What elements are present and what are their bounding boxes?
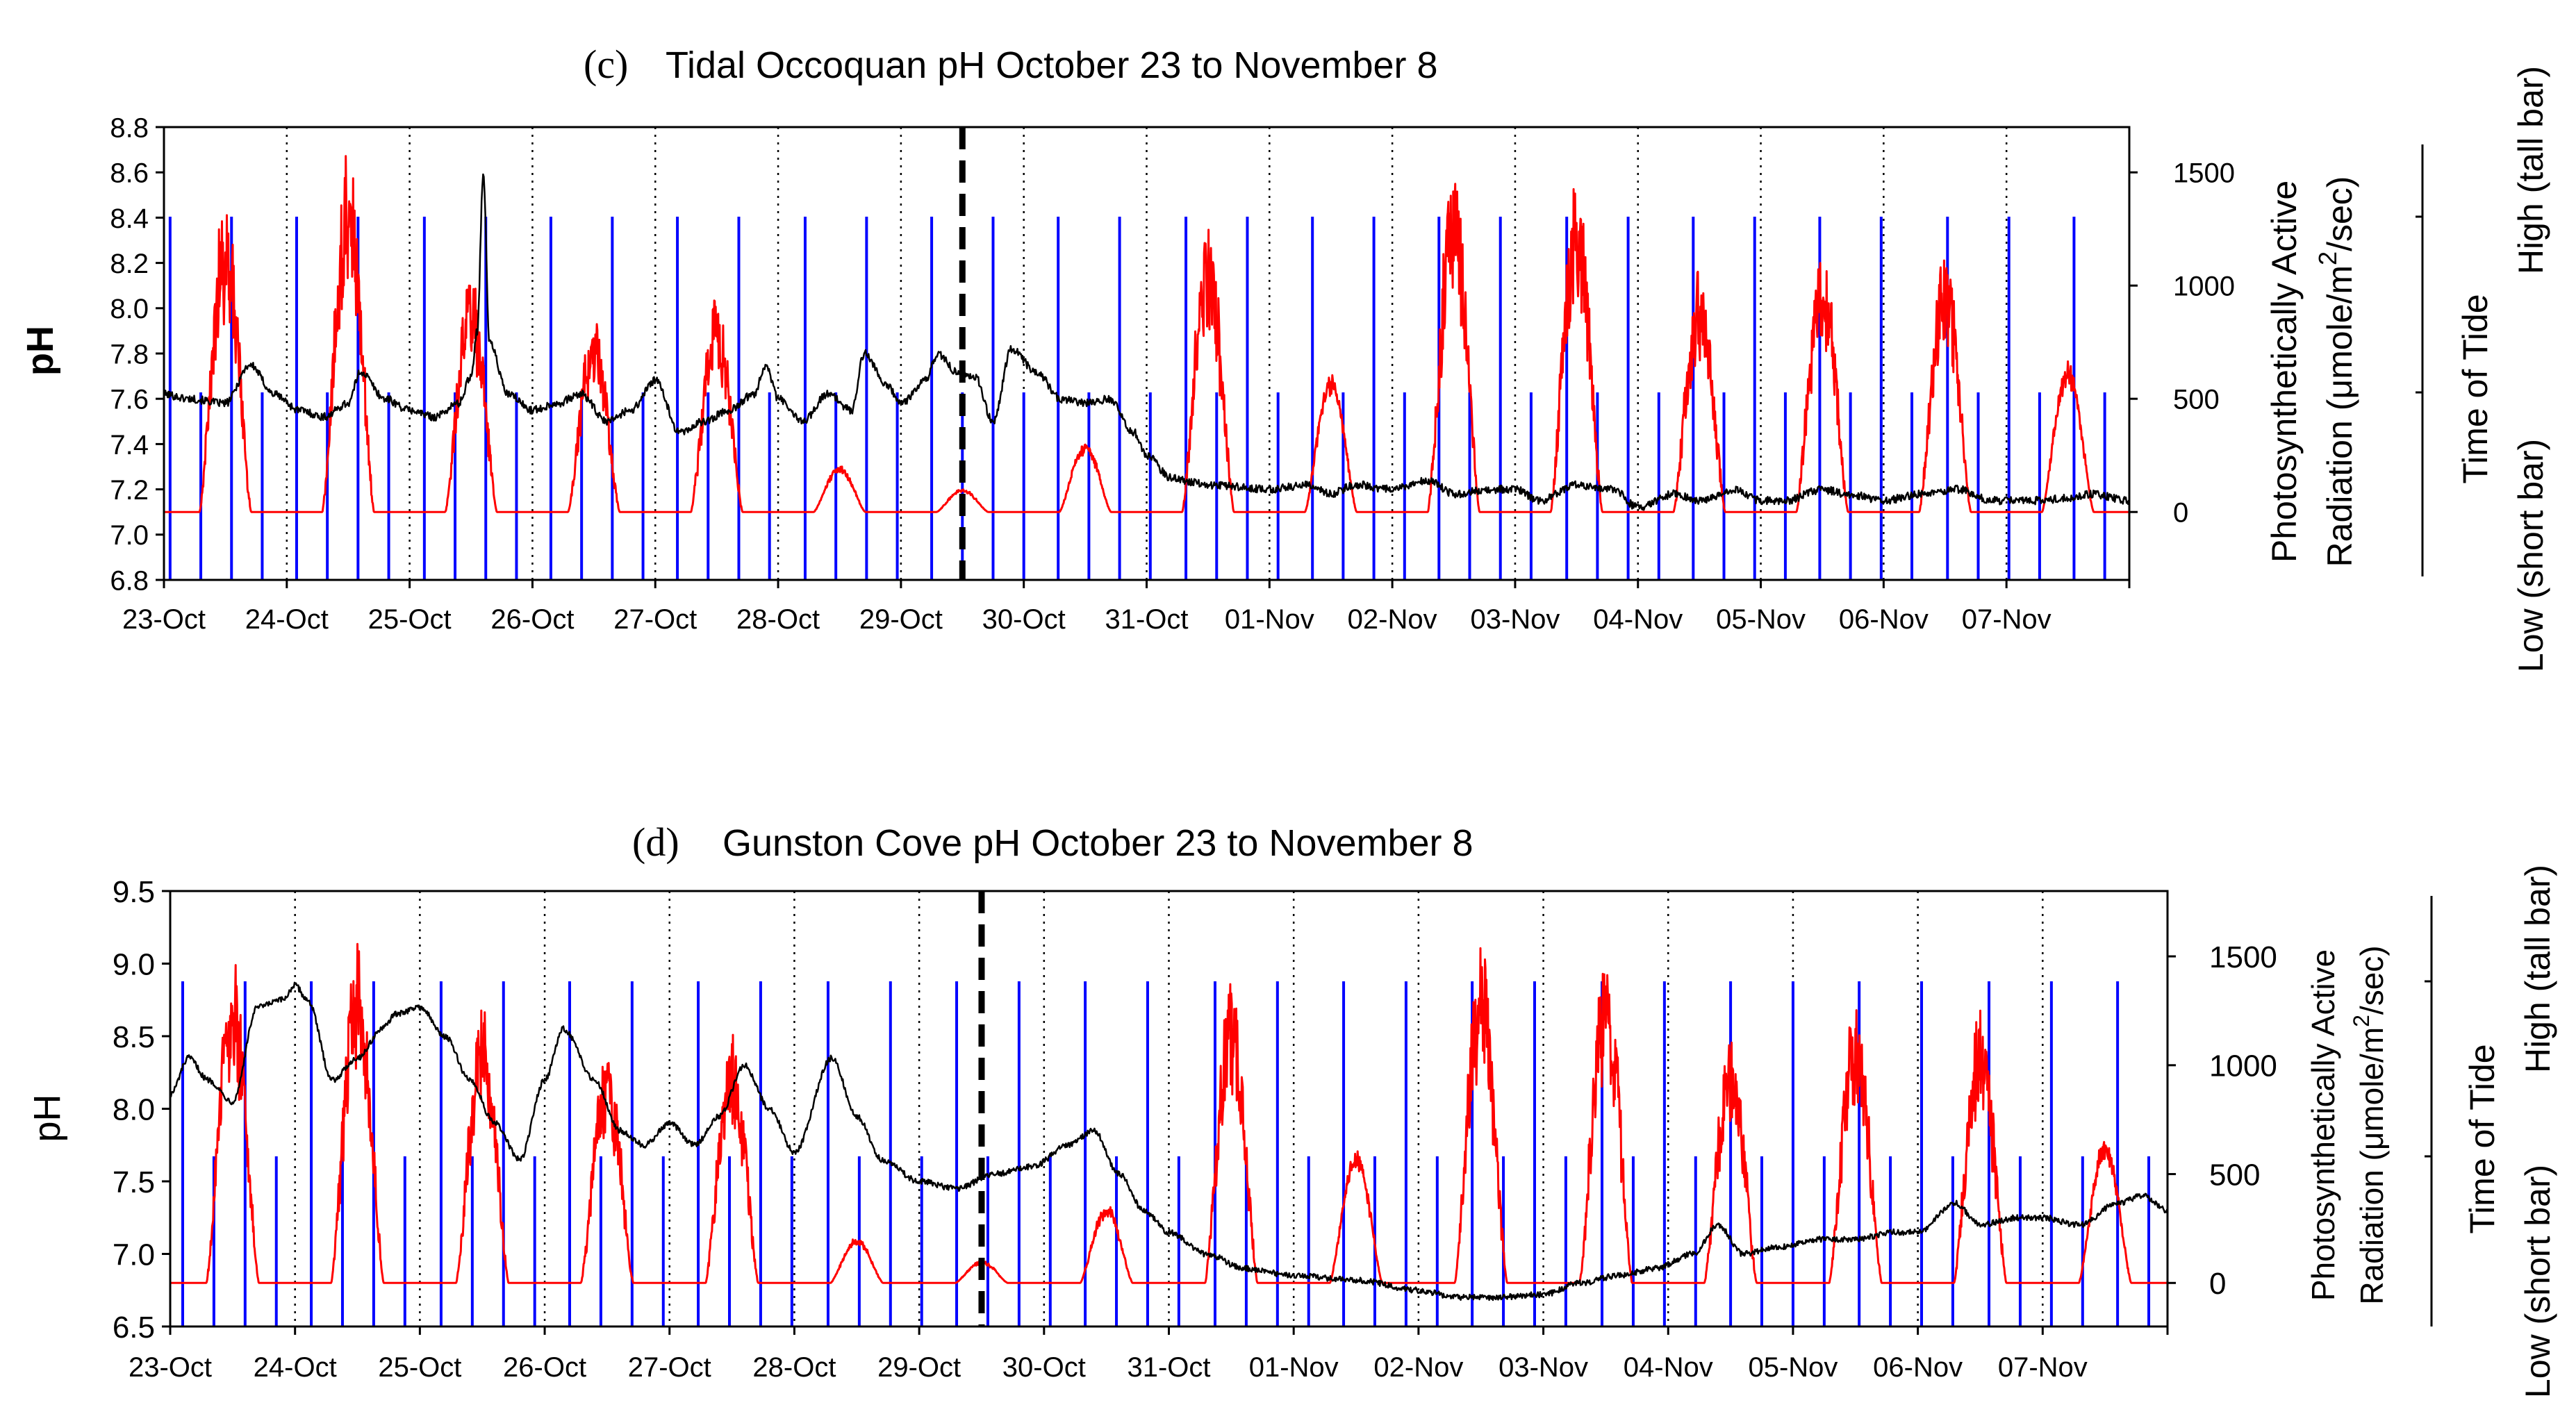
chart-c-tide-axis-label: Time of Tide Low (short bar) High (tall … — [2416, 66, 2550, 672]
ph-tick-label: 8.8 — [110, 113, 149, 143]
chart-d-ph-axis-label: pH — [26, 1094, 68, 1142]
par-line — [170, 942, 2168, 1284]
chart-d-par-label-line2: Radiation (μmole/m2/sec) — [2349, 945, 2390, 1304]
date-tick-label: 24-Oct — [245, 604, 329, 635]
date-tick-label: 27-Oct — [628, 1352, 711, 1383]
chart-d-tide-axis-label: Time of Tide Low (short bar) High (tall … — [2425, 865, 2557, 1398]
par-tick-label: 1000 — [2209, 1049, 2277, 1083]
date-tick-label: 23-Oct — [129, 1352, 212, 1383]
date-tick-label: 07-Nov — [1962, 604, 2051, 635]
ph-tick-label: 7.5 — [113, 1165, 155, 1199]
ph-tick-label: 8.0 — [110, 294, 149, 324]
date-tick-label: 04-Nov — [1624, 1352, 1713, 1383]
ph-tick-label: 8.4 — [110, 203, 149, 234]
ph-line — [163, 173, 2130, 511]
par-line — [163, 155, 2130, 513]
chart-d-par-series — [170, 942, 2168, 1284]
chart-d-tide-bars — [181, 981, 2151, 1326]
par-tick-label: 1500 — [2209, 940, 2277, 974]
par-tick-label: 0 — [2173, 498, 2188, 529]
ph-tick-label: 8.2 — [110, 249, 149, 279]
date-tick-label: 25-Oct — [378, 1352, 461, 1383]
date-tick-label: 23-Oct — [122, 604, 206, 635]
date-tick-label: 31-Oct — [1127, 1352, 1210, 1383]
ph-line — [170, 981, 2168, 1301]
par-tick-label: 500 — [2209, 1158, 2260, 1192]
date-tick-label: 28-Oct — [752, 1352, 836, 1383]
date-tick-label: 06-Nov — [1839, 604, 1929, 635]
chart-d-tide-label-low: Low (short bar) — [2518, 1165, 2557, 1398]
date-tick-label: 01-Nov — [1225, 604, 1314, 635]
date-tick-label: 03-Nov — [1498, 1352, 1588, 1383]
date-tick-label: 31-Oct — [1105, 604, 1188, 635]
chart-c-ph-series — [163, 173, 2130, 511]
date-tick-label: 02-Nov — [1348, 604, 1437, 635]
date-tick-label: 24-Oct — [254, 1352, 337, 1383]
chart-c-ph-axis-label: pH — [19, 326, 61, 376]
date-tick-label: 29-Oct — [859, 604, 943, 635]
ph-tick-label: 7.4 — [110, 430, 149, 460]
chart-c-date-axis: 23-Oct 24-Oct 25-Oct 26-Oct 27-Oct 28-Oct 29-O… — [122, 580, 2131, 635]
ph-tick-label: 7.6 — [110, 385, 149, 415]
date-tick-label: 27-Oct — [613, 604, 697, 635]
chart-d-title-letter: (d) — [632, 820, 679, 865]
chart-c-par-axis-label: Photosynthetically Active Radiation (μmo… — [2265, 176, 2359, 567]
date-tick-label: 04-Nov — [1593, 604, 1683, 635]
date-tick-label: 30-Oct — [982, 604, 1066, 635]
date-tick-label: 07-Nov — [1998, 1352, 2088, 1383]
chart-d-day-gridlines — [294, 891, 2044, 1326]
chart-d-title: Gunston Cove pH October 23 to November 8 — [723, 822, 1473, 864]
ph-tick-label: 8.0 — [113, 1092, 155, 1126]
chart-d-date-axis: 23-Oct 24-Oct 25-Oct 26-Oct 27-Oct 28-Oct 29-O… — [129, 1326, 2169, 1383]
chart-c-par-label-line1: Photosynthetically Active — [2265, 181, 2304, 563]
chart-c-title-letter: (c) — [584, 42, 628, 87]
date-tick-label: 26-Oct — [490, 604, 574, 635]
chart-c-title: Tidal Occoquan pH October 23 to November… — [666, 44, 1438, 86]
ph-tick-label: 7.2 — [110, 475, 149, 506]
chart-c-tide-label-high: High (tall bar) — [2511, 66, 2550, 274]
chart-d-plot-frame — [169, 890, 2169, 1328]
chart-d-tide-label-high: High (tall bar) — [2518, 865, 2557, 1073]
chart-c-par-series — [163, 155, 2130, 513]
ph-tick-label: 7.0 — [113, 1238, 155, 1272]
chart-c-ph-axis: 6.8 7.0 7.2 7.4 7.6 7.8 8.0 8.2 8.4 8.6 8.8 — [110, 113, 164, 596]
ph-tick-label: 7.8 — [110, 339, 149, 369]
date-tick-label: 26-Oct — [503, 1352, 586, 1383]
chart-d-par-axis-label: Photosynthetically Active Radiation (μmo… — [2305, 945, 2390, 1304]
date-tick-label: 28-Oct — [736, 604, 820, 635]
chart-d-ph-axis: 6.5 7.0 7.5 8.0 8.5 9.0 9.5 — [113, 875, 170, 1345]
ph-tick-label: 8.5 — [113, 1020, 155, 1054]
date-tick-label: 05-Nov — [1748, 1352, 1838, 1383]
date-tick-label: 03-Nov — [1470, 604, 1560, 635]
ph-tick-label: 7.0 — [110, 520, 149, 551]
par-tick-label: 0 — [2209, 1267, 2226, 1301]
chart-c-tide-label-low: Low (short bar) — [2511, 439, 2550, 672]
chart-c-tide-label-title: Time of Tide — [2456, 294, 2495, 483]
chart-d-par-label-line1: Photosynthetically Active — [2305, 949, 2341, 1301]
date-tick-label: 05-Nov — [1716, 604, 1806, 635]
par-tick-label: 1000 — [2173, 272, 2235, 302]
date-tick-label: 06-Nov — [1873, 1352, 1963, 1383]
ph-tick-label: 9.0 — [113, 947, 155, 981]
par-tick-label: 500 — [2173, 385, 2220, 415]
ph-tick-label: 8.6 — [110, 158, 149, 189]
date-tick-label: 02-Nov — [1373, 1352, 1463, 1383]
date-tick-label: 01-Nov — [1249, 1352, 1339, 1383]
chart-c: (c) Tidal Occoquan pH October 23 to Nove… — [19, 42, 2550, 672]
ph-tick-label: 6.8 — [110, 565, 149, 596]
par-tick-label: 1500 — [2173, 158, 2235, 189]
chart-d: (d) Gunston Cove pH October 23 to Novemb… — [26, 820, 2557, 1398]
date-tick-label: 29-Oct — [877, 1352, 961, 1383]
chart-d-par-axis: 0 500 1000 1500 — [2168, 940, 2277, 1301]
chart-c-par-label-line2: Radiation (μmole/m2/sec) — [2313, 176, 2359, 567]
date-tick-label: 30-Oct — [1002, 1352, 1086, 1383]
ph-tick-label: 6.5 — [113, 1311, 155, 1345]
chart-d-ph-series — [170, 981, 2168, 1301]
ph-tick-label: 9.5 — [113, 875, 155, 909]
date-tick-label: 25-Oct — [368, 604, 452, 635]
chart-c-par-axis: 0 500 1000 1500 — [2129, 158, 2235, 529]
chart-d-tide-label-title: Time of Tide — [2463, 1044, 2502, 1233]
